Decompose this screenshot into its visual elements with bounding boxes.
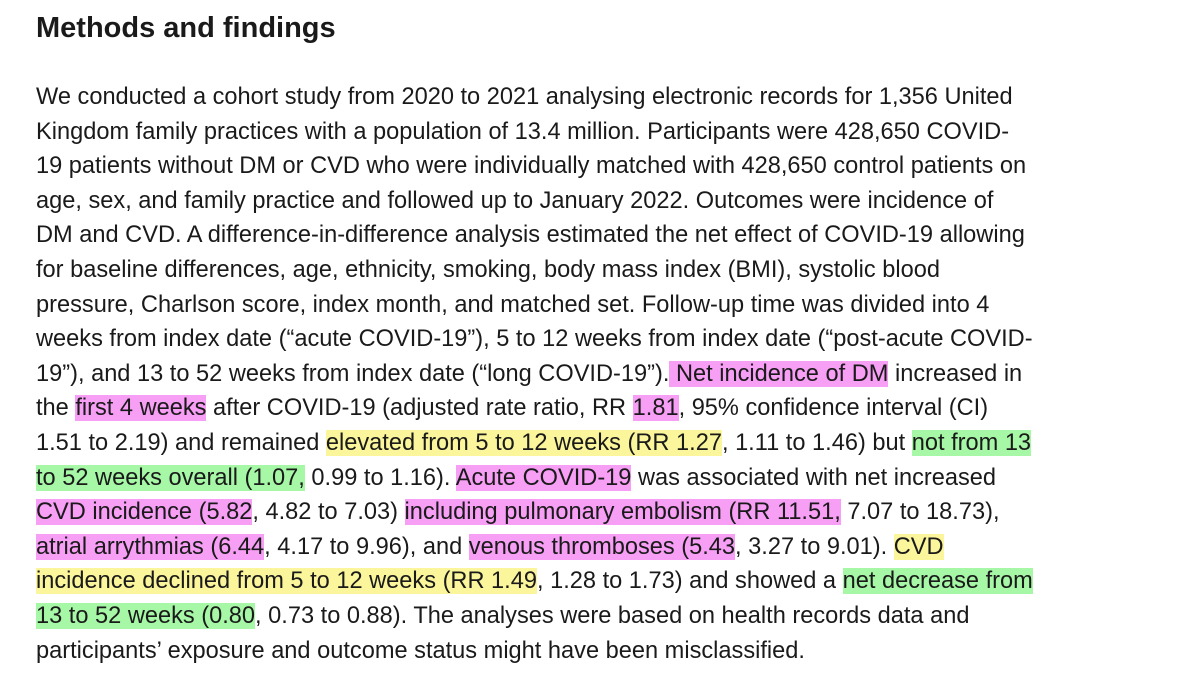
- paragraph-line: 19 patients without DM or CVD who were i…: [36, 149, 1126, 184]
- green-highlight: not from 13: [911, 429, 1032, 456]
- green-highlight: to 52 weeks overall (1.07,: [36, 464, 305, 491]
- paragraph-line: weeks from index date (“acute COVID-19”)…: [36, 322, 1126, 357]
- paragraph-line: 13 to 52 weeks (0.80, 0.73 to 0.88). The…: [36, 599, 1126, 634]
- paragraph-line: participants’ exposure and outcome statu…: [36, 634, 1126, 669]
- paragraph-line: to 52 weeks overall (1.07, 0.99 to 1.16)…: [36, 461, 1126, 496]
- text-span: DM and CVD. A difference-in-difference a…: [36, 222, 1025, 249]
- paragraph-line: atrial arrythmias (6.44, 4.17 to 9.96), …: [36, 530, 1126, 565]
- paragraph-line: age, sex, and family practice and follow…: [36, 184, 1126, 219]
- text-span: 0.99 to 1.16).: [304, 464, 456, 491]
- text-span: 19”), and 13 to 52 weeks from index date…: [36, 360, 670, 387]
- paragraph-line: 1.51 to 2.19) and remained elevated from…: [36, 426, 1126, 461]
- paragraph-line: for baseline differences, age, ethnicity…: [36, 253, 1126, 288]
- yellow-highlight: incidence declined from 5 to 12 weeks (R…: [36, 568, 537, 595]
- pink-highlight: CVD incidence (5.82: [36, 499, 253, 526]
- paragraph-line: 19”), and 13 to 52 weeks from index date…: [36, 357, 1126, 392]
- text-span: was associated with net increased: [631, 464, 997, 491]
- text-span: for baseline differences, age, ethnicity…: [36, 256, 940, 283]
- text-span: Kingdom family practices with a populati…: [36, 118, 1010, 145]
- paragraph-line: We conducted a cohort study from 2020 to…: [36, 80, 1126, 115]
- paragraph-line: Kingdom family practices with a populati…: [36, 115, 1126, 150]
- pink-highlight: atrial arrythmias (6.44: [36, 533, 265, 560]
- text-span: , 1.28 to 1.73) and showed a: [536, 568, 843, 595]
- text-span: , 95% confidence interval (CI): [678, 395, 989, 422]
- paragraph-line: incidence declined from 5 to 12 weeks (R…: [36, 564, 1126, 599]
- green-highlight: net decrease from: [842, 568, 1033, 595]
- findings-paragraph: We conducted a cohort study from 2020 to…: [36, 80, 1126, 668]
- pink-highlight: 1.81: [632, 395, 679, 422]
- text-span: the: [36, 395, 76, 422]
- text-span: , 1.11 to 1.46) but: [721, 429, 912, 456]
- text-span: weeks from index date (“acute COVID-19”)…: [36, 326, 1033, 353]
- text-span: age, sex, and family practice and follow…: [36, 187, 994, 214]
- yellow-highlight: elevated from 5 to 12 weeks (RR 1.27: [325, 429, 722, 456]
- text-span: pressure, Charlson score, index month, a…: [36, 291, 990, 318]
- paragraph-line: CVD incidence (5.82, 4.82 to 7.03) inclu…: [36, 495, 1126, 530]
- text-span: We conducted a cohort study from 2020 to…: [36, 84, 1013, 110]
- text-span: after COVID-19 (adjusted rate ratio, RR: [206, 395, 633, 422]
- paragraph-line: DM and CVD. A difference-in-difference a…: [36, 218, 1126, 253]
- text-span: participants’ exposure and outcome statu…: [36, 637, 805, 664]
- pink-highlight: Net incidence of DM: [669, 360, 889, 387]
- text-span: 7.07 to 18.73),: [840, 499, 1000, 526]
- text-span: , 0.73 to 0.88). The analyses were based…: [255, 602, 970, 629]
- pink-highlight: Acute COVID-19: [455, 464, 632, 491]
- green-highlight: 13 to 52 weeks (0.80: [36, 602, 256, 629]
- text-span: , 4.82 to 7.03): [252, 499, 405, 526]
- text-span: 1.51 to 2.19) and remained: [36, 429, 326, 456]
- pink-highlight: venous thromboses (5.43: [468, 533, 736, 560]
- paragraph-line: the first 4 weeks after COVID-19 (adjust…: [36, 391, 1126, 426]
- pink-highlight: first 4 weeks: [75, 395, 207, 422]
- pink-highlight: including pulmonary embolism (RR 11.51,: [404, 499, 841, 526]
- text-span: , 4.17 to 9.96), and: [264, 533, 469, 560]
- yellow-highlight: CVD: [893, 533, 944, 560]
- paragraph-line: pressure, Charlson score, index month, a…: [36, 288, 1126, 323]
- section-heading: Methods and findings: [36, 12, 336, 44]
- text-span: , 3.27 to 9.01).: [735, 533, 894, 560]
- text-span: increased in: [888, 360, 1023, 387]
- text-span: 19 patients without DM or CVD who were i…: [36, 153, 1027, 180]
